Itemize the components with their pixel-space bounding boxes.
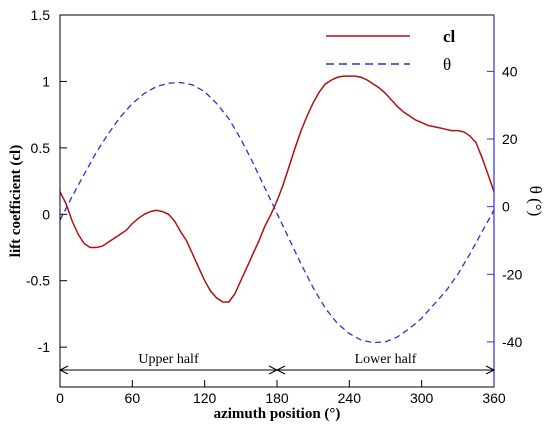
arrow-head-right xyxy=(485,365,496,375)
x-tick-label: 0 xyxy=(56,390,64,406)
y-right-tick-label: -20 xyxy=(502,266,522,282)
x-tick-label: 60 xyxy=(125,390,141,406)
legend-label-cl: cl xyxy=(443,27,456,46)
y-left-tick-label: -0.5 xyxy=(26,273,50,289)
y-axis-left-title: lift coefficient (cl) xyxy=(8,145,24,257)
y-axis-right-title: θ (°) xyxy=(526,186,545,217)
x-axis: 0 60 120 180 240 300 360 xyxy=(56,380,506,406)
series-line-theta xyxy=(59,81,495,344)
y-left-tick-label: 1 xyxy=(42,73,50,89)
x-axis-title: azimuth position (°) xyxy=(214,406,341,422)
x-tick-label: 360 xyxy=(482,390,506,406)
x-tick-label: 120 xyxy=(193,390,217,406)
y-right-tick-label: 20 xyxy=(502,131,518,147)
y-right-tick-label: 40 xyxy=(502,63,518,79)
chart-marks xyxy=(59,75,495,344)
arrow-head-left xyxy=(275,365,286,375)
annotation-label: Upper half xyxy=(138,352,199,367)
y-axis-left: -1 -0.5 0 0.5 1 1.5 xyxy=(26,7,67,355)
series-line-cl xyxy=(59,75,495,303)
y-left-tick-label: 1.5 xyxy=(31,7,51,23)
y-left-tick-label: 0 xyxy=(42,206,50,222)
annotation-label: Lower half xyxy=(355,352,417,367)
y-axis-right: -40 -20 0 20 40 xyxy=(487,15,522,387)
x-tick-label: 180 xyxy=(265,390,289,406)
y-left-tick-label: 0.5 xyxy=(31,140,51,156)
y-left-tick-label: -1 xyxy=(38,339,51,355)
region-annotations: Upper half Lower half xyxy=(58,352,496,375)
y-right-tick-label: 0 xyxy=(502,199,510,215)
arrow-head-left xyxy=(58,365,69,375)
x-tick-label: 240 xyxy=(338,390,362,406)
legend: cl θ xyxy=(326,27,456,74)
y-right-tick-label: -40 xyxy=(502,334,522,350)
legend-label-theta: θ xyxy=(443,55,451,74)
x-tick-label: 300 xyxy=(410,390,434,406)
